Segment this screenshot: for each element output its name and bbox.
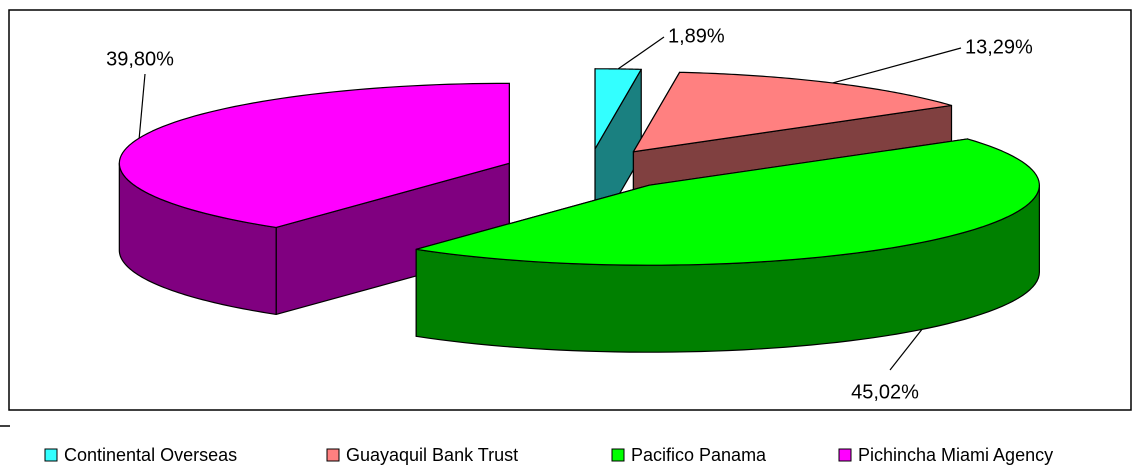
slice-top [594, 68, 642, 150]
legend-label: Guayaquil Bank Trust [346, 445, 518, 465]
pie-slice [118, 82, 510, 316]
leader-line [138, 73, 146, 139]
legend-swatch [611, 448, 625, 462]
leader-line [832, 47, 962, 84]
slice-top [415, 138, 1040, 266]
legend-swatch [326, 448, 340, 462]
data-label: 39,80% [106, 48, 174, 70]
legend-label: Pacifico Panama [631, 445, 767, 465]
data-label: 1,89% [668, 25, 725, 47]
leader-line [889, 329, 923, 371]
slice-top [632, 71, 953, 153]
legend-label: Pichincha Miami Agency [858, 445, 1053, 465]
leader-line [617, 36, 665, 70]
pie-slice [594, 68, 642, 237]
legend-swatch [838, 448, 852, 462]
legend-swatch [44, 448, 58, 462]
pie-slice [415, 138, 1040, 353]
data-label: 13,29% [965, 36, 1033, 58]
slice-top [118, 82, 510, 229]
legend-label: Continental Overseas [64, 445, 237, 465]
data-label: 45,02% [851, 381, 919, 403]
